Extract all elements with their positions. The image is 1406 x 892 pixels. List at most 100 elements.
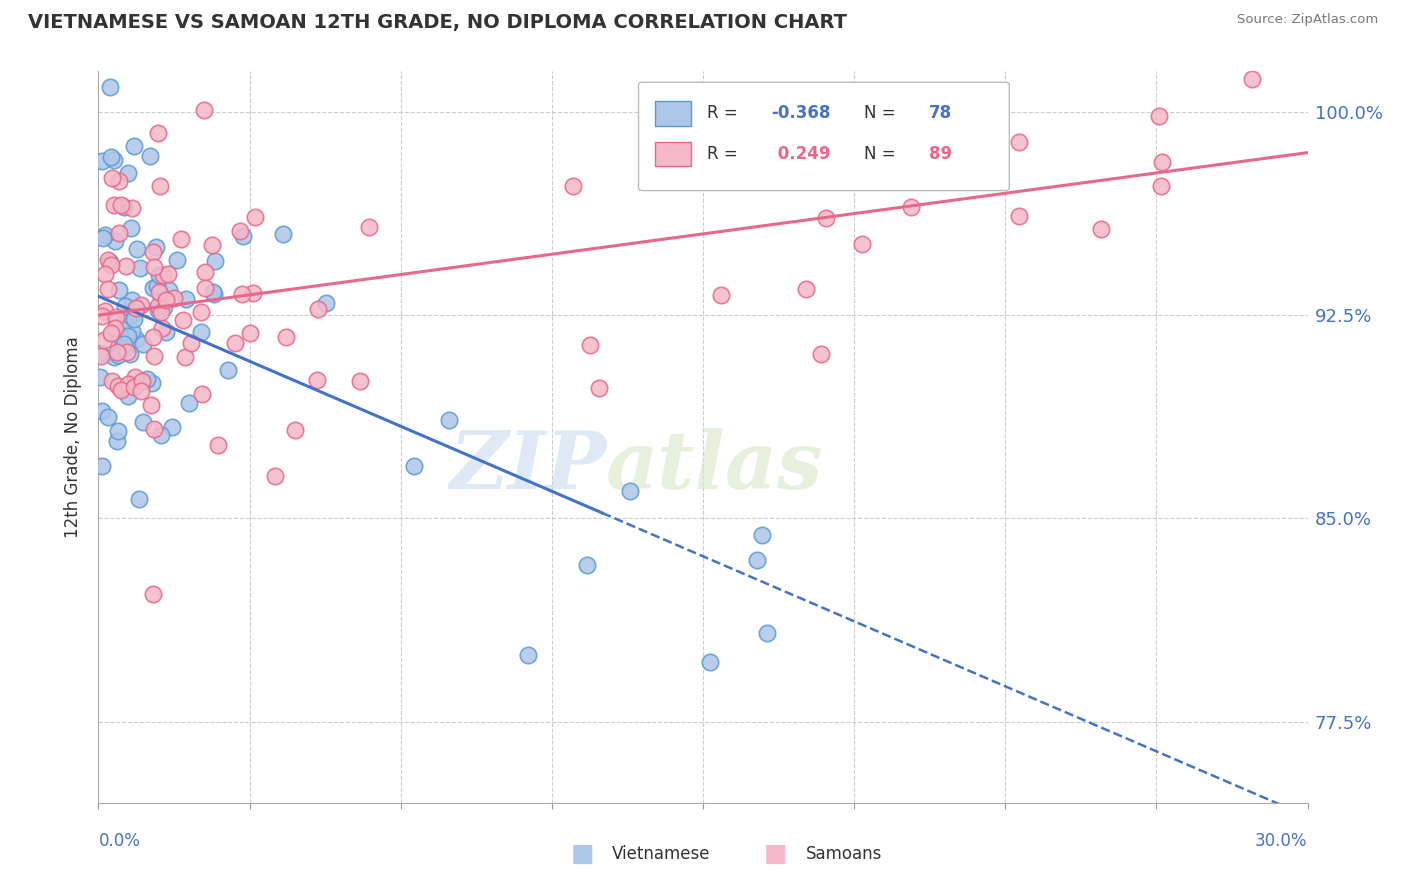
Point (271, 227, 294, 241)
Point (91, 231, 114, 245)
Point (107, 378, 129, 392)
Point (104, 321, 127, 335)
Point (124, 369, 146, 384)
Point (1008, 135, 1031, 149)
Point (142, 281, 165, 295)
Point (91, 154, 114, 169)
Point (112, 337, 135, 351)
Point (108, 174, 131, 188)
Point (194, 265, 217, 279)
Point (94, 227, 117, 242)
Point (101, 170, 124, 185)
Point (105, 434, 128, 448)
Point (117, 377, 139, 392)
Point (122, 380, 145, 394)
Point (122, 306, 145, 320)
Point (243, 210, 266, 224)
Point (145, 278, 167, 293)
Point (155, 292, 177, 306)
Point (239, 326, 262, 340)
Point (180, 336, 202, 351)
Point (155, 325, 177, 339)
Point (201, 238, 224, 252)
Point (157, 283, 180, 297)
Point (110, 318, 132, 332)
Point (101, 374, 124, 388)
Point (359, 219, 381, 234)
Text: -0.368: -0.368 (772, 104, 831, 122)
Text: VIETNAMESE VS SAMOAN 12TH GRADE, NO DIPLOMA CORRELATION CHART: VIETNAMESE VS SAMOAN 12TH GRADE, NO DIPL… (28, 13, 848, 32)
Point (132, 336, 155, 351)
Point (307, 373, 329, 387)
FancyBboxPatch shape (638, 82, 1010, 191)
Point (94, 304, 117, 318)
Point (93, 334, 115, 348)
Point (174, 350, 197, 364)
Point (118, 347, 141, 361)
Point (89, 370, 111, 384)
Point (155, 293, 177, 307)
Point (149, 427, 172, 442)
Point (149, 178, 172, 193)
Point (100, 258, 122, 272)
Point (110, 343, 132, 357)
Point (108, 226, 131, 240)
Text: 0.249: 0.249 (772, 145, 830, 163)
Text: R =: R = (707, 145, 742, 163)
Point (149, 305, 172, 319)
Point (112, 200, 135, 214)
Text: Source: ZipAtlas.com: Source: ZipAtlas.com (1237, 13, 1378, 27)
Point (117, 329, 139, 343)
Point (160, 420, 183, 434)
Text: ■: ■ (763, 842, 787, 866)
Point (110, 383, 132, 397)
Point (851, 236, 873, 251)
Point (150, 321, 173, 335)
Point (97, 282, 120, 296)
Point (148, 268, 170, 283)
Point (190, 387, 212, 401)
Point (90, 349, 112, 363)
Point (141, 376, 163, 390)
Point (115, 329, 138, 343)
Point (217, 363, 239, 377)
Bar (655, 101, 690, 126)
Point (98, 79, 121, 94)
Point (810, 347, 832, 361)
Point (128, 260, 150, 275)
Point (276, 330, 298, 344)
Point (121, 293, 143, 308)
Point (118, 308, 141, 322)
Text: 30.0%: 30.0% (1256, 832, 1308, 850)
Point (103, 153, 125, 168)
Point (121, 201, 143, 215)
Point (172, 312, 194, 326)
Point (176, 292, 198, 306)
Point (142, 260, 165, 275)
Point (91, 309, 114, 323)
Point (224, 335, 246, 350)
Point (588, 381, 610, 395)
Text: N =: N = (865, 104, 901, 122)
Point (179, 395, 201, 409)
Point (152, 300, 174, 314)
Point (148, 285, 170, 299)
Point (120, 220, 142, 235)
Point (579, 337, 602, 351)
Text: ■: ■ (571, 842, 593, 866)
Point (121, 324, 143, 338)
Point (142, 329, 165, 343)
Point (125, 301, 148, 315)
Point (97, 410, 120, 425)
Point (152, 268, 174, 282)
Point (1149, 178, 1171, 193)
Point (190, 305, 212, 319)
Point (201, 285, 224, 299)
Point (1008, 210, 1031, 224)
Point (190, 325, 212, 339)
Point (114, 299, 136, 313)
Point (204, 287, 226, 301)
Point (125, 332, 148, 346)
Point (148, 299, 170, 313)
Point (745, 552, 768, 566)
